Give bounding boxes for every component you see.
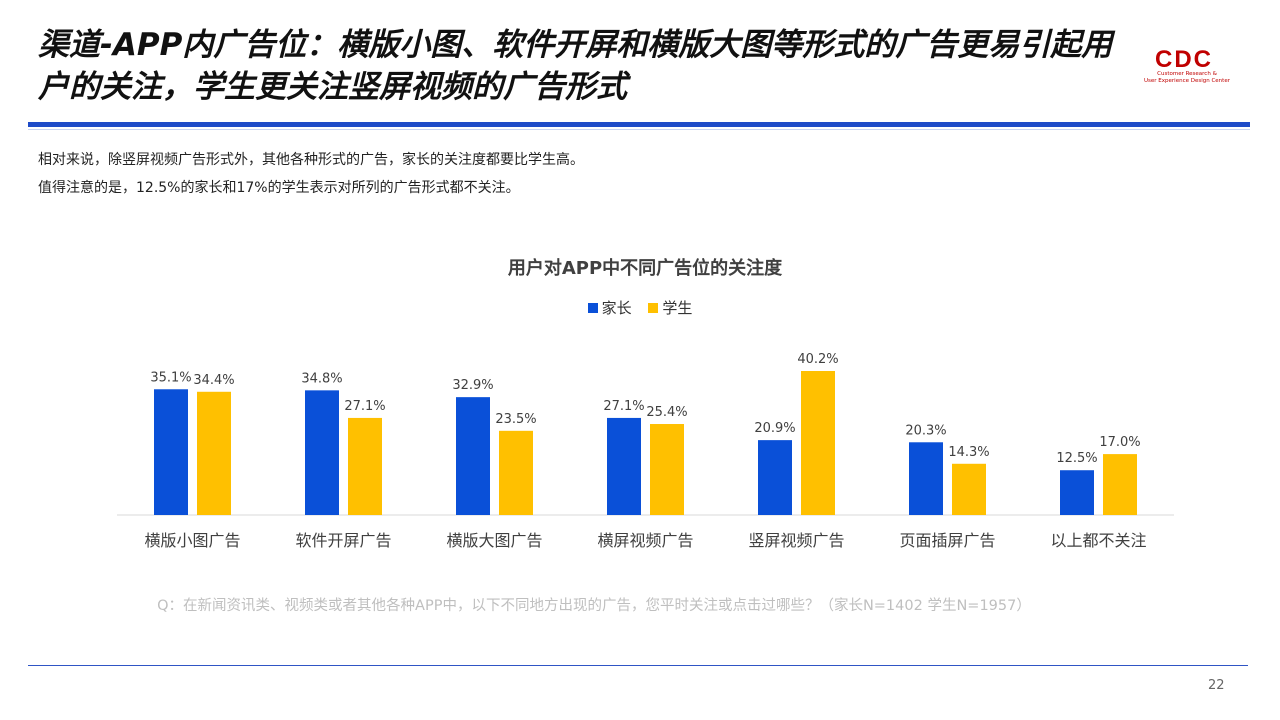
category-label-4: 竖屏视频广告	[748, 531, 844, 550]
category-label-1: 软件开屏广告	[295, 531, 391, 550]
page-number: 22	[1208, 678, 1225, 693]
data-label-parents-1: 34.8%	[301, 371, 342, 386]
bar-students-4	[801, 371, 835, 515]
data-label-parents-3: 27.1%	[603, 399, 644, 414]
bar-students-5	[952, 463, 986, 515]
data-label-students-2: 23.5%	[495, 412, 536, 427]
bar-parents-6	[1060, 470, 1094, 515]
legend-label-parents: 家长	[601, 299, 632, 317]
data-label-parents-4: 20.9%	[754, 421, 795, 436]
data-label-students-3: 25.4%	[646, 405, 687, 420]
bar-students-1	[348, 417, 382, 515]
category-label-2: 横版大图广告	[446, 531, 542, 550]
data-label-students-4: 40.2%	[797, 352, 838, 367]
data-label-parents-6: 12.5%	[1056, 451, 1097, 466]
bar-students-6	[1103, 454, 1137, 515]
description-line-1: 相对来说，除竖屏视频广告形式外，其他各种形式的广告，家长的关注度都要比学生高。	[38, 152, 584, 168]
cdc-logo: CDC	[1155, 46, 1213, 73]
logo-subtitle-line2: User Experience Design Center	[1144, 78, 1230, 84]
survey-question-note: Q：在新闻资讯类、视频类或者其他各种APP中，以下不同地方出现的广告，您平时关注…	[157, 598, 1031, 614]
bar-parents-5	[909, 442, 943, 515]
bar-students-3	[650, 424, 684, 515]
bar-parents-0	[154, 389, 188, 515]
header-divider-thin	[28, 129, 1250, 130]
bar-students-2	[499, 430, 533, 515]
header-divider	[28, 122, 1250, 127]
category-label-3: 横屏视频广告	[597, 531, 693, 550]
footer-divider	[28, 665, 1248, 666]
bar-parents-2	[456, 397, 490, 515]
logo-subtitle-line1: Customer Research &	[1157, 71, 1217, 77]
slide-title: 渠道-APP内广告位：横版小图、软件开屏和横版大图等形式的广告更易引起用户的关注…	[38, 27, 1113, 105]
category-label-0: 横版小图广告	[144, 531, 240, 550]
legend-item-students: 学生	[648, 297, 692, 318]
chart-legend: 家长 学生	[0, 297, 1280, 318]
bar-parents-3	[607, 417, 641, 515]
category-label-5: 页面插屏广告	[899, 531, 995, 550]
legend-label-students: 学生	[662, 299, 693, 317]
description: 相对来说，除竖屏视频广告形式外，其他各种形式的广告，家长的关注度都要比学生高。 …	[38, 146, 584, 202]
data-label-students-6: 17.0%	[1099, 435, 1140, 450]
bar-parents-1	[305, 390, 339, 515]
data-label-parents-5: 20.3%	[905, 423, 946, 438]
data-label-students-0: 34.4%	[193, 373, 234, 388]
logo-subtitle: Customer Research & User Experience Desi…	[1142, 71, 1232, 85]
data-label-students-1: 27.1%	[344, 399, 385, 414]
legend-swatch-students	[648, 303, 659, 313]
data-label-students-5: 14.3%	[948, 445, 989, 460]
bar-students-0	[197, 391, 231, 515]
legend-item-parents: 家长	[587, 297, 632, 318]
logo-text: CDC	[1155, 46, 1213, 73]
bar-parents-4	[758, 440, 792, 515]
category-label-6: 以上都不关注	[1050, 531, 1146, 550]
data-label-parents-0: 35.1%	[150, 370, 191, 385]
data-label-parents-2: 32.9%	[452, 378, 493, 393]
description-line-2: 值得注意的是，12.5%的家长和17%的学生表示对所列的广告形式都不关注。	[38, 180, 520, 196]
chart-title: 用户对APP中不同广告位的关注度	[507, 258, 783, 279]
legend-swatch-parents	[587, 303, 598, 313]
